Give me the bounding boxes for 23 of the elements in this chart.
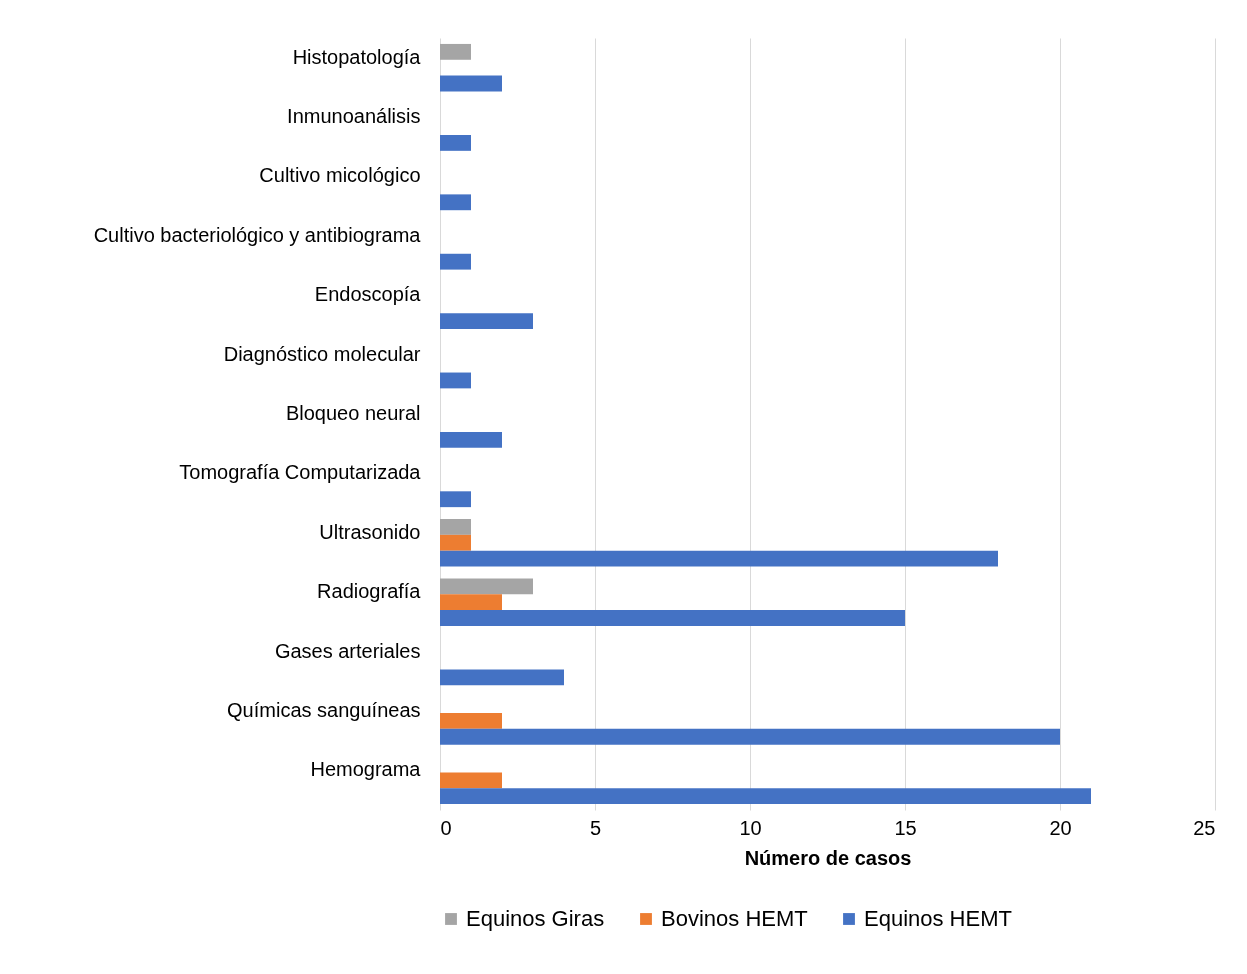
y-tick-label: Cultivo bacteriológico y antibiograma [93, 223, 422, 246]
x-tick-label: 25 [1193, 816, 1216, 839]
x-axis-title: Número de casos [744, 846, 912, 869]
y-tick-label: Histopatología [292, 45, 422, 68]
y-tick-label: Diagnóstico molecular [223, 342, 421, 365]
y-tick-label: Hemograma [310, 758, 422, 781]
y-tick-label: Endoscopía [314, 283, 422, 306]
y-tick-label: Químicas sanguíneas [227, 698, 421, 721]
y-tick-label: Ultrasonido [319, 520, 421, 543]
x-tick-label: 0 [440, 816, 452, 839]
legend-label: Bovinos HEMT [661, 906, 808, 931]
y-tick-label: Inmunoanálisis [287, 105, 421, 128]
x-tick-label: 20 [1049, 816, 1072, 839]
x-tick-label: 10 [739, 816, 762, 839]
y-tick-label: Bloqueo neural [285, 402, 421, 424]
legend-label: Equinos HEMT [864, 906, 1012, 931]
x-tick-label: 15 [894, 816, 917, 839]
y-tick-label: Tomografía Computarizada [179, 461, 422, 484]
y-tick-label: Cultivo micológico [259, 164, 421, 187]
y-tick-label: Gases arteriales [274, 639, 421, 662]
x-tick-label: 5 [589, 816, 602, 839]
y-tick-label: Radiografía [317, 580, 422, 603]
legend-label: Equinos Giras [466, 906, 605, 931]
